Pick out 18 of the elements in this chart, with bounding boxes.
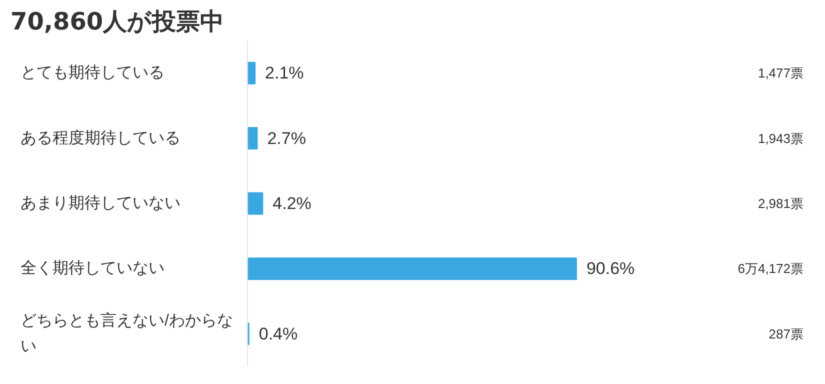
data-label: 0.4%	[258, 324, 298, 344]
chart-title: 70,860人が投票中	[10, 8, 224, 36]
y-tick-label: どちらとも言えない/わからない	[20, 312, 233, 356]
text: 6万4,172票	[738, 261, 804, 276]
text: 2,981票	[758, 196, 804, 211]
y-tick-label: あまり期待していない	[20, 194, 180, 212]
bar	[246, 257, 577, 280]
data-label: 4.2%	[272, 194, 312, 213]
y-tick-label: ある程度期待している	[20, 128, 180, 147]
text: 1,943票	[758, 130, 804, 146]
y-tick-label: とても期待している	[20, 64, 164, 82]
bar	[246, 192, 264, 215]
y-tick-label: 全く期待していない	[20, 259, 164, 278]
data-label: 90.6%	[586, 259, 635, 278]
data-label: 2.1%	[265, 64, 304, 83]
text: 287票	[768, 326, 804, 342]
text: 1,477票	[758, 66, 804, 81]
data-label: 2.7%	[267, 128, 306, 148]
